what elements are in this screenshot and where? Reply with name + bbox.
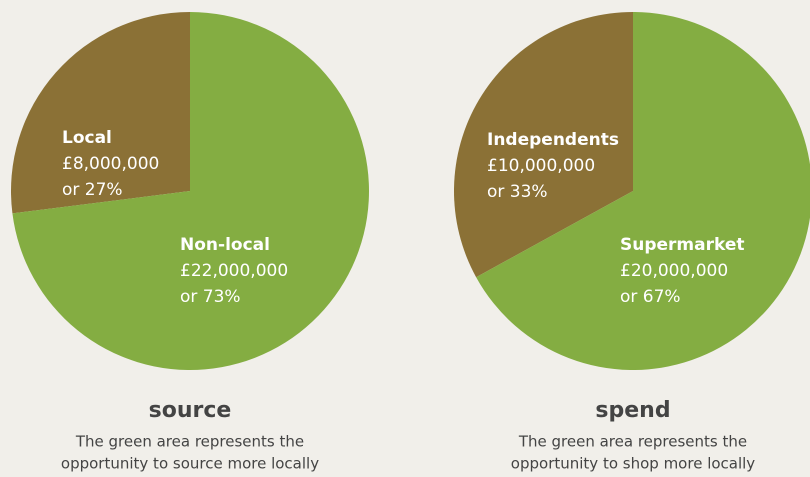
slice-amount: £22,000,000 <box>180 261 288 281</box>
chart-subtitle: opportunity to source more locally <box>61 455 319 473</box>
chart-subtitle: The green area represents the <box>75 433 304 451</box>
slice-name: Non-local <box>180 235 270 255</box>
chart-subtitle: The green area represents the <box>518 433 747 451</box>
slice-name: Local <box>62 128 112 148</box>
chart-title: source <box>149 398 232 423</box>
slice-amount: £8,000,000 <box>62 154 159 174</box>
pie-slice <box>476 12 810 370</box>
slice-percent: or 33% <box>487 182 548 202</box>
slice-amount: £20,000,000 <box>620 261 728 281</box>
pie-slice <box>12 12 370 370</box>
slice-name: Independents <box>487 130 619 150</box>
pie-slice <box>453 12 633 278</box>
chart-title: spend <box>595 398 670 423</box>
slice-name: Supermarket <box>620 235 745 255</box>
pie-slice <box>10 12 190 214</box>
slice-percent: or 27% <box>62 180 123 200</box>
slice-percent: or 67% <box>620 287 681 307</box>
slice-amount: £10,000,000 <box>487 156 595 176</box>
slice-percent: or 73% <box>180 287 241 307</box>
chart-subtitle: opportunity to shop more locally <box>511 455 756 473</box>
